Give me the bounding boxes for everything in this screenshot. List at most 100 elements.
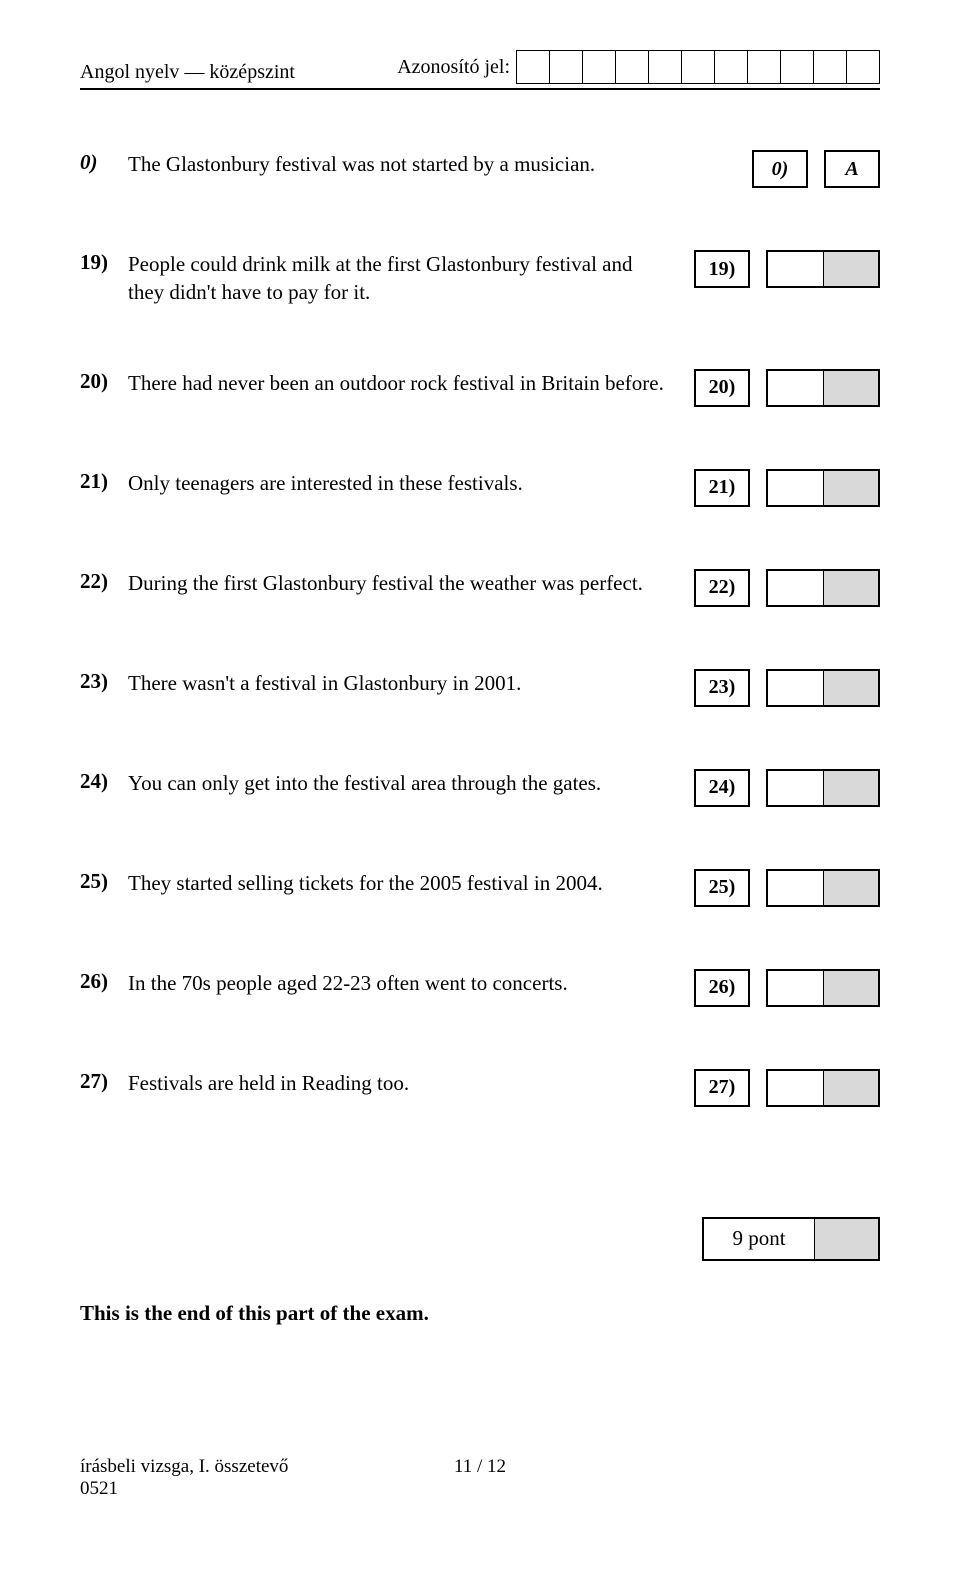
answer-score-cell[interactable] (823, 471, 878, 505)
id-box[interactable] (681, 50, 715, 84)
answer-score-cell[interactable] (823, 1071, 878, 1105)
answer-group: 22) (694, 569, 880, 607)
answer-number: 25) (694, 869, 750, 907)
answer-number: 0) (752, 150, 808, 188)
answer-score-cell[interactable] (823, 671, 878, 705)
footer-code: 0521 (80, 1478, 880, 1500)
question-text: There wasn't a festival in Glastonbury i… (128, 669, 694, 697)
question-text: Only teenagers are interested in these f… (128, 469, 694, 497)
answer-input-cell[interactable] (768, 771, 823, 805)
question-row: 22)During the first Glastonbury festival… (80, 569, 880, 607)
question-number: 24) (80, 769, 128, 794)
score-row: 9 pont (80, 1217, 880, 1261)
question-text: The Glastonbury festival was not started… (128, 150, 752, 178)
answer-group: 19) (694, 250, 880, 288)
score-box: 9 pont (702, 1217, 880, 1261)
id-box[interactable] (747, 50, 781, 84)
answer-score-cell[interactable] (823, 971, 878, 1005)
question-text: Festivals are held in Reading too. (128, 1069, 694, 1097)
question-text: They started selling tickets for the 200… (128, 869, 694, 897)
questions-container: 0)The Glastonbury festival was not start… (80, 150, 880, 1107)
answer-number: 26) (694, 969, 750, 1007)
score-shade[interactable] (814, 1219, 878, 1259)
answer-pair (766, 569, 880, 607)
question-row: 0)The Glastonbury festival was not start… (80, 150, 880, 188)
question-number: 19) (80, 250, 128, 275)
question-row: 21)Only teenagers are interested in thes… (80, 469, 880, 507)
footer-row: írásbeli vizsga, I. összetevő 11 / 12 (80, 1456, 880, 1478)
question-row: 19)People could drink milk at the first … (80, 250, 880, 307)
answer-group: 24) (694, 769, 880, 807)
id-box[interactable] (780, 50, 814, 84)
question-number: 20) (80, 369, 128, 394)
id-box[interactable] (846, 50, 880, 84)
answer-score-cell[interactable] (823, 252, 878, 286)
question-row: 25)They started selling tickets for the … (80, 869, 880, 907)
header-right: Azonosító jel: (397, 50, 880, 84)
page: Angol nyelv — középszint Azonosító jel: … (0, 0, 960, 1530)
answer-score-cell[interactable] (823, 371, 878, 405)
answer-group: 26) (694, 969, 880, 1007)
answer-group: 20) (694, 369, 880, 407)
answer-input-cell[interactable] (768, 971, 823, 1005)
answer-pair (766, 769, 880, 807)
answer-number: 24) (694, 769, 750, 807)
footer-left: írásbeli vizsga, I. összetevő (80, 1456, 288, 1478)
question-number: 0) (80, 150, 128, 175)
answer-score-cell[interactable] (823, 871, 878, 905)
answer-score-cell[interactable] (823, 571, 878, 605)
answer-input-cell[interactable] (768, 1071, 823, 1105)
answer-input-cell[interactable] (768, 471, 823, 505)
question-number: 25) (80, 869, 128, 894)
answer-group: 0) A (752, 150, 880, 188)
answer-pair (766, 669, 880, 707)
question-row: 27)Festivals are held in Reading too.27) (80, 1069, 880, 1107)
id-box[interactable] (549, 50, 583, 84)
answer-number: 21) (694, 469, 750, 507)
id-box[interactable] (516, 50, 550, 84)
answer-pair (766, 250, 880, 288)
header-rule (80, 88, 880, 90)
question-row: 26)In the 70s people aged 22-23 often we… (80, 969, 880, 1007)
question-number: 23) (80, 669, 128, 694)
answer-pair (766, 1069, 880, 1107)
question-number: 21) (80, 469, 128, 494)
question-text: During the first Glastonbury festival th… (128, 569, 694, 597)
question-row: 20)There had never been an outdoor rock … (80, 369, 880, 407)
id-box[interactable] (648, 50, 682, 84)
question-text: You can only get into the festival area … (128, 769, 694, 797)
header-id-label: Azonosító jel: (397, 56, 510, 79)
question-number: 22) (80, 569, 128, 594)
header-subject: Angol nyelv — középszint (80, 61, 295, 84)
answer-number: 20) (694, 369, 750, 407)
id-box[interactable] (813, 50, 847, 84)
answer-pair (766, 369, 880, 407)
question-text: There had never been an outdoor rock fes… (128, 369, 694, 397)
footer-left-line1: írásbeli vizsga, I. összetevő (80, 1456, 288, 1477)
question-row: 24)You can only get into the festival ar… (80, 769, 880, 807)
footer-center: 11 / 12 (454, 1456, 506, 1478)
answer-group: 25) (694, 869, 880, 907)
question-number: 26) (80, 969, 128, 994)
id-boxes (516, 50, 880, 84)
end-text: This is the end of this part of the exam… (80, 1301, 880, 1326)
id-box[interactable] (714, 50, 748, 84)
question-row: 23)There wasn't a festival in Glastonbur… (80, 669, 880, 707)
answer-group: 21) (694, 469, 880, 507)
answer-input-cell[interactable] (768, 571, 823, 605)
answer-score-cell[interactable] (823, 771, 878, 805)
answer-group: 27) (694, 1069, 880, 1107)
answer-number: 22) (694, 569, 750, 607)
question-text: People could drink milk at the first Gla… (128, 250, 694, 307)
score-label: 9 pont (704, 1219, 814, 1259)
id-box[interactable] (615, 50, 649, 84)
header-row: Angol nyelv — középszint Azonosító jel: (80, 50, 880, 84)
answer-input-cell[interactable] (768, 371, 823, 405)
id-box[interactable] (582, 50, 616, 84)
answer-input-cell[interactable] (768, 252, 823, 286)
answer-input-cell[interactable] (768, 671, 823, 705)
answer-input-cell[interactable] (768, 871, 823, 905)
answer-number: 19) (694, 250, 750, 288)
answer-value: A (824, 150, 880, 188)
answer-pair (766, 469, 880, 507)
